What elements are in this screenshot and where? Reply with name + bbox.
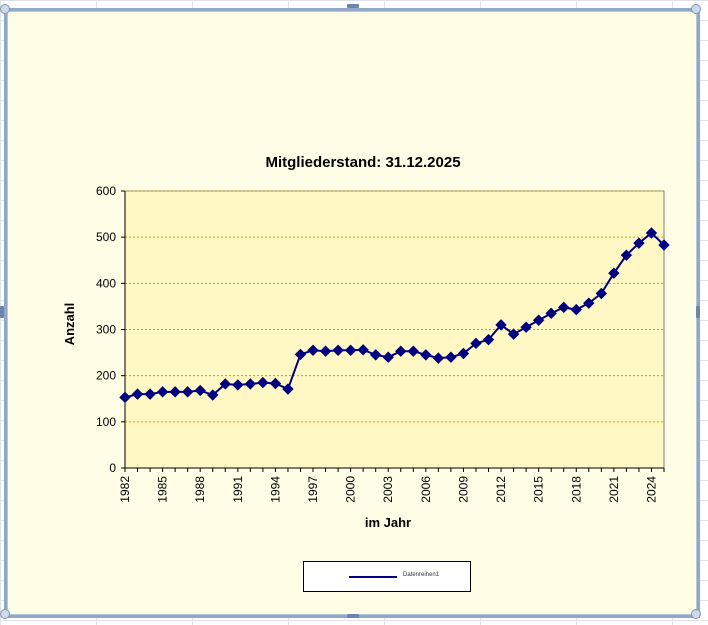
data-point xyxy=(620,249,633,261)
x-tick-label: 1982 xyxy=(118,476,132,503)
data-point xyxy=(156,386,169,398)
x-tick-label: 1988 xyxy=(193,476,207,503)
data-point xyxy=(169,386,181,398)
legend[interactable]: Datenreihen1 xyxy=(303,561,471,592)
x-tick-label: 2024 xyxy=(644,476,658,503)
x-tick-label: 2009 xyxy=(456,476,470,503)
data-point xyxy=(532,314,545,326)
data-point xyxy=(495,319,507,331)
x-tick-label: 1985 xyxy=(156,476,170,503)
y-tick-label: 500 xyxy=(96,230,116,244)
data-point xyxy=(482,333,495,346)
resize-handle-top[interactable] xyxy=(347,4,359,8)
data-point xyxy=(357,344,369,356)
x-tick-label: 2021 xyxy=(607,476,621,503)
x-tick-label: 2003 xyxy=(381,476,395,503)
data-point xyxy=(207,389,219,401)
data-point xyxy=(219,378,231,390)
data-point xyxy=(432,352,445,364)
data-point xyxy=(307,344,319,356)
y-tick-label: 300 xyxy=(96,323,116,337)
data-point xyxy=(119,391,131,404)
data-point xyxy=(269,377,282,390)
data-point xyxy=(645,227,658,239)
x-tick-label: 2015 xyxy=(532,476,546,503)
data-point xyxy=(470,337,482,350)
resize-handle-bottom[interactable] xyxy=(347,614,359,618)
data-point xyxy=(294,348,307,361)
data-point xyxy=(570,303,582,316)
data-point xyxy=(257,376,269,389)
data-point xyxy=(244,378,257,390)
line-chart: Mitgliederstand: 31.12.2025 Anzahl im Ja… xyxy=(62,154,670,530)
chart-title: Mitgliederstand: 31.12.2025 xyxy=(265,154,460,171)
data-point xyxy=(445,351,457,363)
data-point xyxy=(319,345,332,357)
resize-handle-top-left[interactable] xyxy=(0,4,10,14)
x-tick-label: 2000 xyxy=(344,476,358,503)
y-tick-label: 600 xyxy=(96,184,116,198)
x-tick-label: 2018 xyxy=(569,476,583,503)
data-point xyxy=(608,267,620,279)
x-tick-label: 1994 xyxy=(268,476,282,503)
data-point xyxy=(232,379,244,391)
resize-handle-bottom-right[interactable] xyxy=(691,609,701,619)
data-point xyxy=(595,287,608,300)
data-point xyxy=(344,344,357,356)
y-axis-title: Anzahl xyxy=(62,303,77,346)
y-tick-label: 200 xyxy=(96,369,116,383)
x-tick-label: 2006 xyxy=(419,476,433,503)
data-point xyxy=(457,347,470,360)
data-point xyxy=(558,301,570,314)
data-point xyxy=(658,239,670,251)
x-tick-label: 2012 xyxy=(494,476,508,503)
resize-handle-top-right[interactable] xyxy=(691,4,701,14)
data-point xyxy=(369,349,382,361)
legend-series-swatch xyxy=(349,576,397,578)
legend-series-label: Datenreihen1 xyxy=(403,572,440,578)
data-point xyxy=(332,344,344,356)
chart-object[interactable]: Mitgliederstand: 31.12.2025 Anzahl im Ja… xyxy=(0,4,701,619)
y-tick-label: 0 xyxy=(109,461,116,475)
data-point xyxy=(131,388,144,400)
data-point xyxy=(407,345,420,357)
x-tick-label: 1991 xyxy=(231,476,245,503)
data-point xyxy=(382,351,394,363)
data-point xyxy=(520,321,532,333)
x-tick-label: 1997 xyxy=(306,476,320,503)
resize-handle-right[interactable] xyxy=(696,306,700,318)
resize-handle-bottom-left[interactable] xyxy=(0,609,10,619)
resize-handle-left[interactable] xyxy=(0,306,4,318)
data-point xyxy=(507,328,520,340)
data-point xyxy=(633,237,645,249)
data-point xyxy=(194,384,206,397)
data-point xyxy=(420,349,432,361)
data-point xyxy=(282,383,294,395)
data-point xyxy=(181,386,194,398)
data-point xyxy=(395,345,407,357)
y-tick-label: 400 xyxy=(96,276,116,290)
chart-area[interactable]: Mitgliederstand: 31.12.2025 Anzahl im Ja… xyxy=(7,11,697,615)
data-point xyxy=(583,297,595,309)
data-point xyxy=(545,307,557,320)
y-tick-label: 100 xyxy=(96,415,116,429)
x-axis-title: im Jahr xyxy=(365,515,411,530)
data-point xyxy=(144,388,156,400)
